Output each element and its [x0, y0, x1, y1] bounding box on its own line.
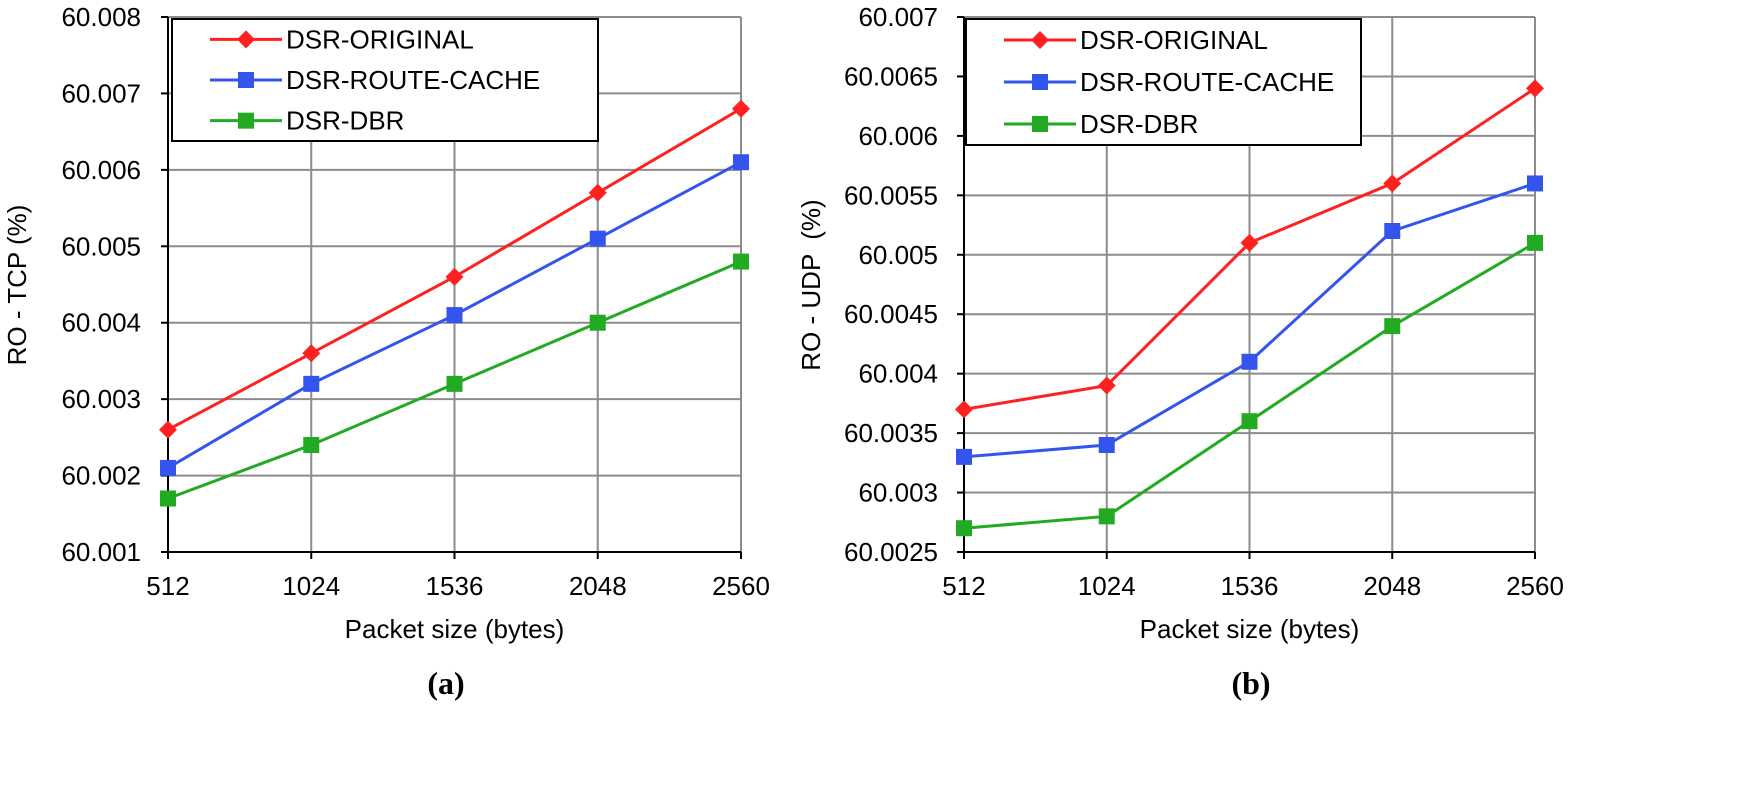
data-point-dsr-dbr [1098, 508, 1115, 525]
x-tick-label: 1024 [282, 571, 340, 601]
legend-swatch-marker [237, 30, 255, 49]
y-tick-label: 60.0055 [844, 180, 938, 210]
legend-entry-label: DSR-DBR [286, 106, 404, 136]
y-tick-label: 60.007 [61, 78, 141, 108]
y-axis-label: RO - UDP (%) [796, 199, 826, 370]
data-point-dsr-route-cache [1527, 175, 1543, 192]
x-tick-label: 1024 [1078, 571, 1136, 601]
data-point-dsr-original [732, 99, 750, 118]
legend-entry-label: DSR-ORIGINAL [1080, 25, 1268, 55]
data-point-dsr-route-cache [303, 375, 320, 392]
data-point-dsr-original [1097, 376, 1116, 395]
x-tick-label: 2560 [1506, 571, 1564, 601]
y-tick-label: 60.001 [61, 537, 141, 567]
data-point-dsr-dbr [303, 437, 320, 453]
y-tick-label: 60.003 [858, 478, 938, 508]
y-tick-label: 60.0025 [844, 537, 938, 567]
data-point-dsr-route-cache [1098, 437, 1115, 453]
y-tick-label: 60.005 [858, 240, 938, 270]
legend-swatch-marker [1032, 116, 1048, 132]
legend-swatch-marker [1032, 74, 1048, 90]
data-point-dsr-dbr [160, 490, 176, 507]
y-tick-label: 60.005 [61, 231, 141, 261]
legend-entry-label: DSR-ROUTE-CACHE [1080, 67, 1334, 97]
data-point-dsr-route-cache [733, 154, 749, 171]
data-point-dsr-original [302, 344, 321, 363]
data-point-dsr-route-cache [446, 307, 463, 324]
x-tick-label: 512 [146, 571, 189, 601]
data-point-dsr-route-cache [1384, 223, 1401, 239]
data-point-dsr-route-cache [1241, 353, 1258, 370]
data-point-dsr-original [1526, 79, 1544, 98]
data-point-dsr-route-cache [956, 448, 972, 465]
legend: DSR-ORIGINAL DSR-ROUTE-CACHE DSR-DBR [965, 18, 1362, 146]
x-tick-label: 2048 [569, 571, 627, 601]
data-point-dsr-dbr [733, 253, 749, 270]
data-point-dsr-dbr [1241, 413, 1258, 430]
legend-swatch-marker [1031, 31, 1049, 49]
x-tick-label: 512 [942, 571, 985, 601]
data-point-dsr-original [159, 420, 177, 439]
data-point-dsr-original [445, 267, 464, 286]
data-point-dsr-original [1240, 233, 1259, 252]
figure-caption: (a) [427, 665, 464, 701]
data-point-dsr-dbr [956, 520, 972, 537]
data-point-dsr-original [1383, 174, 1402, 193]
x-tick-label: 1536 [426, 571, 484, 601]
legend-entry-label: DSR-ORIGINAL [286, 24, 474, 54]
data-point-dsr-dbr [1527, 234, 1543, 251]
y-tick-label: 60.004 [858, 359, 938, 389]
data-point-dsr-dbr [1384, 318, 1401, 335]
x-axis-label: Packet size (bytes) [1140, 614, 1360, 644]
legend-entry-label: DSR-ROUTE-CACHE [286, 65, 540, 95]
data-point-dsr-dbr [446, 375, 463, 392]
y-tick-label: 60.003 [61, 384, 141, 414]
y-tick-label: 60.0065 [844, 61, 938, 91]
y-axis-label: RO - TCP (%) [2, 205, 32, 366]
y-tick-label: 60.002 [61, 461, 141, 491]
y-tick-label: 60.008 [61, 2, 141, 32]
y-tick-label: 60.006 [858, 121, 938, 151]
y-tick-label: 60.0045 [844, 299, 938, 329]
x-axis-label: Packet size (bytes) [345, 614, 565, 644]
y-tick-label: 60.007 [858, 2, 938, 32]
legend-entry-label: DSR-DBR [1080, 109, 1198, 139]
y-tick-label: 60.004 [61, 308, 141, 338]
legend: DSR-ORIGINAL DSR-ROUTE-CACHE DSR-DBR [171, 18, 599, 142]
x-tick-label: 2560 [712, 571, 770, 601]
data-point-dsr-dbr [589, 314, 606, 331]
figure-caption: (b) [1231, 665, 1270, 701]
data-point-dsr-original [955, 400, 973, 419]
data-point-dsr-original [588, 183, 607, 202]
legend-swatch-marker [238, 72, 254, 88]
data-point-dsr-route-cache [589, 230, 606, 247]
chart-panel-b: 60.0025 60.003 60.0035 60.004 60.0045 60.005 6… [796, 2, 1564, 701]
y-tick-label: 60.006 [61, 155, 141, 185]
y-tick-label: 60.0035 [844, 418, 938, 448]
legend-swatch-marker [238, 112, 254, 129]
chart-panel-a: 60.001 60.002 60.003 60.004 60.005 60.006 60.0… [2, 2, 770, 701]
data-point-dsr-route-cache [160, 459, 176, 476]
x-tick-label: 2048 [1363, 571, 1421, 601]
x-tick-label: 1536 [1221, 571, 1279, 601]
